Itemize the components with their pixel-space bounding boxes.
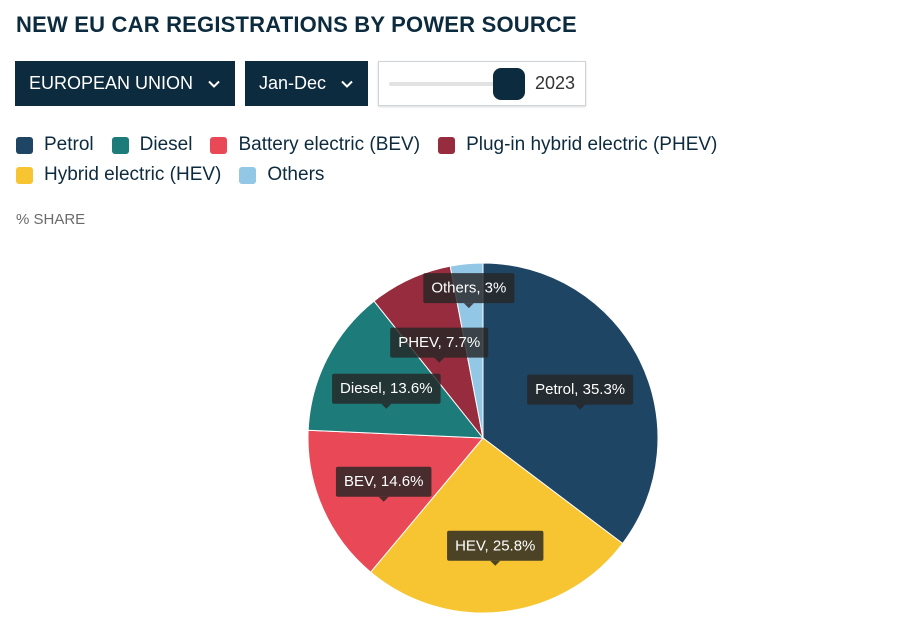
year-slider[interactable]: 2023 bbox=[378, 61, 587, 106]
region-dropdown-label: EUROPEAN UNION bbox=[29, 73, 194, 93]
region-dropdown[interactable]: EUROPEAN UNION bbox=[15, 61, 236, 106]
data-label-hev: HEV, 25.8% bbox=[447, 530, 544, 566]
legend-swatch bbox=[16, 136, 33, 154]
year-slider-track[interactable] bbox=[389, 67, 525, 100]
legend-label: Battery electric (BEV) bbox=[238, 134, 421, 155]
legend-item-plug-in-hybrid-electric-phev[interactable]: Plug-in hybrid electric (PHEV) bbox=[438, 134, 717, 156]
year-value: 2023 bbox=[535, 73, 576, 93]
data-label-text: Petrol, 35.3% bbox=[535, 381, 625, 398]
legend-swatch bbox=[239, 166, 257, 184]
data-label-text: BEV, 14.6% bbox=[344, 473, 424, 490]
period-dropdown-label: Jan-Dec bbox=[259, 73, 327, 93]
unit-label: % SHARE bbox=[16, 211, 86, 228]
legend-swatch bbox=[16, 166, 33, 184]
legend-item-diesel[interactable]: Diesel bbox=[111, 134, 193, 156]
data-label-bev: BEV, 14.6% bbox=[335, 466, 432, 502]
pie-slice-bev[interactable] bbox=[307, 429, 485, 573]
legend-label: Plug-in hybrid electric (PHEV) bbox=[466, 134, 718, 155]
legend-item-battery-electric-bev[interactable]: Battery electric (BEV) bbox=[210, 134, 420, 156]
legend-swatch bbox=[111, 136, 129, 154]
legend-item-petrol[interactable]: Petrol bbox=[16, 134, 94, 156]
page-title: NEW EU CAR REGISTRATIONS BY POWER SOURCE bbox=[16, 12, 577, 37]
filter-controls: EUROPEAN UNION Jan-Dec 2023 bbox=[15, 61, 587, 106]
data-label-phev: PHEV, 7.7% bbox=[390, 327, 489, 363]
period-dropdown[interactable]: Jan-Dec bbox=[245, 61, 369, 106]
legend-label: Others bbox=[267, 164, 325, 185]
data-label-petrol: Petrol, 35.3% bbox=[527, 374, 634, 410]
data-label-text: Diesel, 13.6% bbox=[340, 380, 433, 397]
legend-label: Hybrid electric (HEV) bbox=[44, 164, 222, 185]
legend-label: Diesel bbox=[139, 134, 193, 155]
data-label-text: HEV, 25.8% bbox=[455, 537, 535, 554]
year-slider-handle[interactable] bbox=[492, 67, 525, 100]
data-label-text: PHEV, 7.7% bbox=[398, 334, 480, 351]
legend-label: Petrol bbox=[44, 134, 94, 155]
legend-swatch bbox=[438, 136, 456, 154]
legend-item-hybrid-electric-hev[interactable]: Hybrid electric (HEV) bbox=[16, 164, 221, 186]
legend-swatch bbox=[210, 136, 228, 154]
data-label-text: Others, 3% bbox=[431, 280, 506, 297]
pie-slice-hev[interactable] bbox=[369, 437, 624, 614]
legend-item-others[interactable]: Others bbox=[239, 164, 324, 186]
chart-legend: Petrol Diesel Battery electric (BEV) Plug-i… bbox=[16, 134, 916, 186]
chevron-down-icon bbox=[341, 80, 353, 88]
chevron-down-icon bbox=[208, 80, 220, 88]
data-label-others: Others, 3% bbox=[423, 273, 515, 309]
data-label-diesel: Diesel, 13.6% bbox=[332, 373, 441, 409]
pie-slice-diesel[interactable] bbox=[307, 300, 485, 439]
